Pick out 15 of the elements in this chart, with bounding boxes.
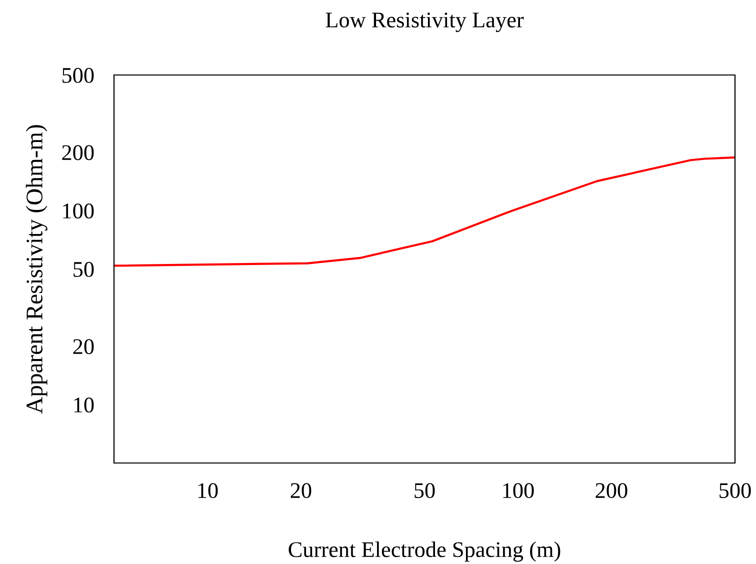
x-tick-label: 100	[503, 483, 534, 498]
x-tick-label: 200	[596, 483, 628, 498]
x-tick-label: 20	[290, 483, 312, 498]
y-tick-label: 500	[62, 68, 94, 83]
y-tick-label: 50	[74, 262, 94, 277]
x-tick-label: 500	[720, 483, 751, 498]
x-axis-title: Current Electrode Spacing (m)	[288, 541, 560, 562]
y-axis-title: Apparent Resistivity (Ohm-m)	[26, 125, 48, 414]
x-tick-label: 10	[198, 483, 218, 498]
y-tick-label: 20	[73, 339, 94, 354]
chart-title: Low Resistivity Layer	[326, 12, 524, 32]
y-tick-label: 100	[63, 204, 94, 219]
y-tick-label: 10	[74, 398, 94, 413]
y-tick-label: 200	[62, 145, 94, 160]
x-tick-label: 50	[414, 483, 435, 498]
